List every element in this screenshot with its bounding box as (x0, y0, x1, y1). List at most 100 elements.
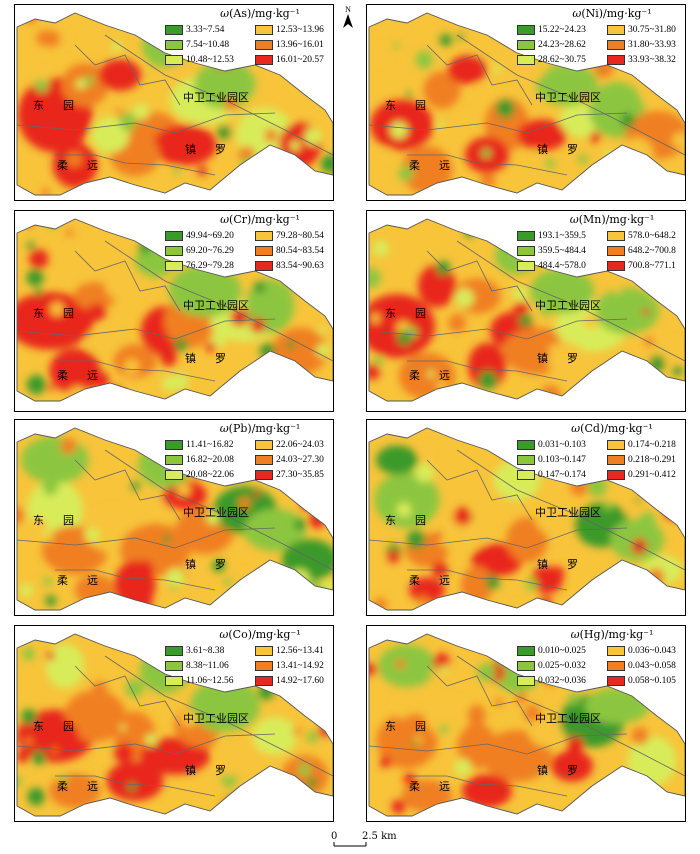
legend-swatch (255, 469, 273, 480)
legend: ω(As)/mg·kg⁻¹ 3.33~7.54 12.53~13.96 7.54~10… (165, 7, 333, 66)
legend: ω(Pb)/mg·kg⁻¹ 11.41~16.82 22.06~24.03 16.82… (165, 422, 333, 481)
legend-item: 13.41~14.92 (255, 659, 333, 672)
legend-swatch (607, 260, 625, 271)
north-arrow-icon: N (343, 5, 353, 28)
place-label-dongyuan-b: 园 (415, 720, 426, 733)
place-label-zone: 中卫工业园区 (535, 299, 601, 313)
legend-item: 0.174~0.218 (607, 438, 685, 451)
legend-item: 700.8~771.1 (607, 259, 685, 272)
place-label-rouyuan-a: 柔 (409, 574, 420, 587)
legend-item: 11.06~12.56 (165, 674, 251, 687)
legend-title: ω(Cr)/mg·kg⁻¹ (220, 213, 300, 226)
legend-swatch (165, 54, 183, 65)
map-panel-hg: ω(Hg)/mg·kg⁻¹ 0.010~0.025 0.036~0.043 0.025… (366, 625, 686, 822)
legend: ω(Mn)/mg·kg⁻¹ 193.1~359.5 578.0~648.2 359.5… (517, 213, 685, 272)
legend-item: 76.29~79.28 (165, 259, 251, 272)
legend-swatch (255, 675, 273, 686)
legend-label: 3.33~7.54 (186, 24, 225, 35)
legend-swatch (517, 454, 535, 465)
legend: ω(Cd)/mg·kg⁻¹ 0.031~0.103 0.174~0.218 0.103… (517, 422, 685, 481)
legend-item: 30.75~31.80 (607, 23, 685, 36)
legend-label: 11.06~12.56 (186, 675, 234, 686)
place-label-zhenluo-b: 罗 (567, 558, 578, 571)
legend-title: ω(Hg)/mg·kg⁻¹ (570, 628, 654, 641)
legend-label: 0.036~0.043 (628, 645, 676, 656)
legend-label: 69.20~76.29 (186, 245, 234, 256)
legend-swatch (607, 230, 625, 241)
legend: ω(Co)/mg·kg⁻¹ 3.61~8.38 12.56~13.41 8.38~11… (165, 628, 333, 687)
legend-swatch (255, 24, 273, 35)
legend-title: ω(As)/mg·kg⁻¹ (220, 7, 300, 20)
scale-bar (333, 842, 367, 847)
legend-label: 28.62~30.75 (538, 54, 586, 65)
legend-item: 10.48~12.53 (165, 53, 251, 66)
place-label-rouyuan-a: 柔 (57, 780, 68, 793)
legend-item: 7.54~10.48 (165, 38, 251, 51)
legend-item: 69.20~76.29 (165, 244, 251, 257)
legend-swatch (255, 54, 273, 65)
legend-title: ω(Cd)/mg·kg⁻¹ (571, 422, 653, 435)
legend-swatch (607, 39, 625, 50)
legend-item: 578.0~648.2 (607, 229, 685, 242)
place-label-rouyuan-a: 柔 (409, 159, 420, 172)
legend-swatch (165, 39, 183, 50)
legend-item: 80.54~83.54 (255, 244, 333, 257)
place-label-dongyuan-b: 园 (63, 99, 74, 112)
map-panel-mn: ω(Mn)/mg·kg⁻¹ 193.1~359.5 578.0~648.2 359.5… (366, 210, 686, 412)
interpolation-map (368, 633, 685, 817)
legend-label: 20.08~22.06 (186, 469, 234, 480)
legend-item: 0.010~0.025 (517, 644, 603, 657)
legend-swatch (255, 260, 273, 271)
legend-label: 0.031~0.103 (538, 439, 586, 450)
place-label-rouyuan-b: 远 (439, 574, 450, 587)
legend-swatch (165, 24, 183, 35)
legend-item: 12.53~13.96 (255, 23, 333, 36)
legend-label: 578.0~648.2 (628, 230, 676, 241)
legend-label: 359.5~484.4 (538, 245, 586, 256)
legend-swatch (517, 54, 535, 65)
place-label-zone: 中卫工业园区 (183, 506, 249, 519)
legend-item: 83.54~90.63 (255, 259, 333, 272)
place-label-dongyuan-a: 东 (33, 720, 44, 733)
legend-item: 79.28~80.54 (255, 229, 333, 242)
legend-item: 28.62~30.75 (517, 53, 603, 66)
legend-item: 3.33~7.54 (165, 23, 251, 36)
legend-swatch (165, 245, 183, 256)
legend-swatch (517, 245, 535, 256)
legend-item: 648.2~700.8 (607, 244, 685, 257)
legend-swatch (255, 230, 273, 241)
place-label-rouyuan-b: 远 (439, 368, 450, 382)
map-panel-cd: ω(Cd)/mg·kg⁻¹ 0.031~0.103 0.174~0.218 0.103… (366, 419, 686, 616)
place-label-zone: 中卫工业园区 (535, 91, 601, 104)
legend-label: 10.48~12.53 (186, 54, 234, 65)
legend-swatch (517, 24, 535, 35)
place-label-rouyuan-b: 远 (87, 574, 98, 587)
place-label-zhenluo-b: 罗 (215, 764, 226, 777)
legend-item: 0.036~0.043 (607, 644, 685, 657)
legend-label: 14.92~17.60 (276, 675, 324, 686)
place-label-dongyuan-b: 园 (63, 307, 74, 321)
legend-swatch (607, 245, 625, 256)
legend-item: 15.22~24.23 (517, 23, 603, 36)
legend-label: 0.025~0.032 (538, 660, 586, 671)
legend-label: 31.80~33.93 (628, 39, 676, 50)
legend-swatch (607, 645, 625, 656)
legend-item: 484.4~578.0 (517, 259, 603, 272)
legend-swatch (165, 260, 183, 271)
legend-title: ω(Mn)/mg·kg⁻¹ (569, 213, 655, 226)
legend-swatch (517, 230, 535, 241)
place-label-zhenluo-a: 镇 (185, 558, 196, 571)
place-label-rouyuan-b: 远 (87, 159, 98, 172)
place-label-dongyuan-b: 园 (415, 99, 426, 112)
legend: ω(Cr)/mg·kg⁻¹ 49.94~69.20 79.28~80.54 69.20… (165, 213, 333, 272)
legend-item: 24.03~27.30 (255, 453, 333, 466)
legend-label: 13.96~16.01 (276, 39, 324, 50)
place-label-rouyuan-b: 远 (87, 368, 98, 382)
legend-title: ω(Ni)/mg·kg⁻¹ (572, 7, 652, 20)
place-label-zhenluo-a: 镇 (185, 352, 196, 366)
legend-item: 0.043~0.058 (607, 659, 685, 672)
legend-swatch (517, 675, 535, 686)
place-label-zhenluo-b: 罗 (567, 143, 578, 156)
legend: ω(Hg)/mg·kg⁻¹ 0.010~0.025 0.036~0.043 0.025… (517, 628, 685, 687)
legend-label: 30.75~31.80 (628, 24, 676, 35)
